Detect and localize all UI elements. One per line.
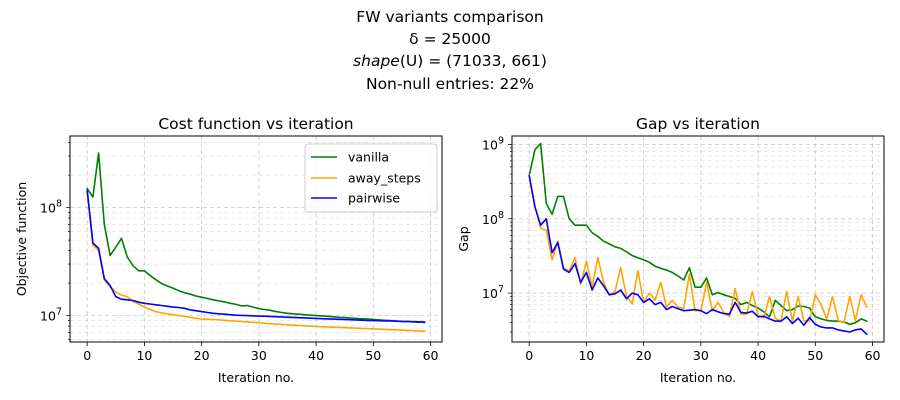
figure-title-line-4: Non-null entries: 22% <box>366 75 534 93</box>
gap-chart-x-tick-label: 40 <box>750 348 766 363</box>
gap-chart: Gap vs iteration 0 10 20 30 40 50 60 107 108 109… <box>456 115 885 385</box>
legend-box <box>304 143 438 213</box>
gap-chart-y-ticks: 107 108 109 <box>482 135 512 333</box>
figure-title-line-2: δ = 25000 <box>409 30 491 48</box>
cost-chart-line-pairwise <box>86 189 426 323</box>
figure-title-line-3: shape(U) = (71033, 661) <box>353 52 547 70</box>
cost-chart-frame <box>69 135 443 343</box>
cost-chart-series <box>86 152 426 333</box>
gap-chart-frame <box>511 135 885 343</box>
cost-chart-y-ticks: 107 108 <box>40 142 70 340</box>
legend-label-vanilla: vanilla <box>348 150 389 165</box>
gap-chart-x-ticks: 0 10 20 30 40 50 60 <box>525 342 881 363</box>
cost-chart-y-tick-label: 107 <box>40 307 62 324</box>
figure-title-line-1: FW variants comparison <box>356 8 543 26</box>
cost-chart-line-vanilla <box>86 152 426 324</box>
gap-chart-y-tick-label: 109 <box>482 135 504 152</box>
cost-chart-x-tick-label: 20 <box>194 348 210 363</box>
legend-label-away-steps: away_steps <box>348 171 421 186</box>
gap-chart-x-label: Iteration no. <box>660 370 736 385</box>
gap-chart-y-tick-label: 107 <box>482 284 504 301</box>
cost-chart-x-tick-label: 0 <box>83 348 91 363</box>
cost-chart-y-tick-label: 108 <box>40 199 62 216</box>
cost-chart-legend: vanilla away_steps pairwise <box>304 143 438 213</box>
cost-chart-x-tick-label: 50 <box>365 348 381 363</box>
gap-chart-y-label: Gap <box>456 226 471 251</box>
gap-chart-series <box>528 142 868 336</box>
cost-chart-x-tick-label: 10 <box>136 348 152 363</box>
gap-chart-line-pairwise <box>528 174 868 336</box>
gap-chart-y-tick-label: 108 <box>482 210 504 227</box>
cost-chart-x-tick-label: 40 <box>308 348 324 363</box>
cost-chart-title: Cost function vs iteration <box>158 115 353 133</box>
cost-chart-line-away-steps <box>86 191 426 333</box>
gap-chart-x-tick-label: 10 <box>578 348 594 363</box>
cost-chart-x-tick-label: 60 <box>423 348 439 363</box>
cost-chart-x-tick-label: 30 <box>251 348 267 363</box>
cost-chart-y-label: Objective function <box>14 182 29 296</box>
gap-chart-x-tick-label: 60 <box>865 348 881 363</box>
legend-label-pairwise: pairwise <box>348 191 400 206</box>
cost-chart-x-ticks: 0 10 20 30 40 50 60 <box>83 342 439 363</box>
gap-chart-x-tick-label: 20 <box>636 348 652 363</box>
gap-chart-line-vanilla <box>528 142 868 326</box>
cost-chart-x-label: Iteration no. <box>218 370 294 385</box>
gap-chart-x-tick-label: 0 <box>525 348 533 363</box>
gap-chart-title: Gap vs iteration <box>636 115 760 133</box>
gap-chart-x-tick-label: 50 <box>807 348 823 363</box>
cost-chart: Cost function vs iteration 0 10 20 30 40 50 60… <box>14 115 443 385</box>
gap-chart-x-tick-label: 30 <box>693 348 709 363</box>
